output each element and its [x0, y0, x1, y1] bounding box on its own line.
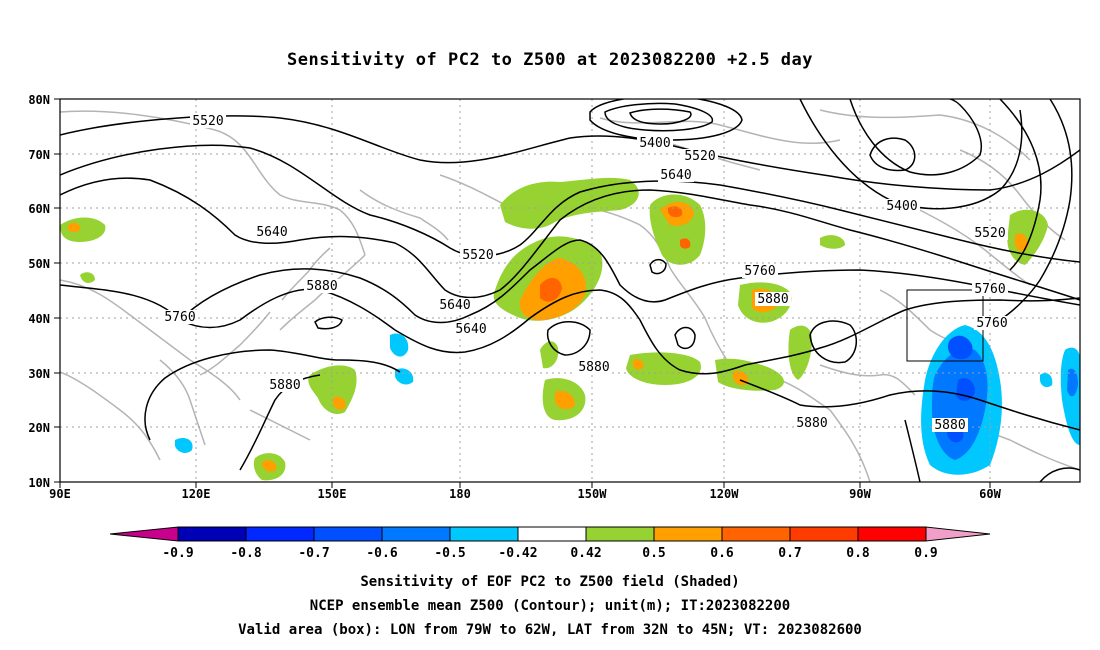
- contour-label: 5640: [455, 322, 486, 337]
- colorbar-label: 0.5: [642, 546, 665, 561]
- colorbar: -0.9 -0.8 -0.7 -0.6 -0.5 -0.42 0.42 0.5 0.6 0.7 0.…: [109, 526, 991, 561]
- contour-label: 5640: [256, 225, 287, 240]
- colorbar-segment: [517, 526, 587, 542]
- colorbar-segment: [313, 526, 383, 542]
- contour-label: 5760: [164, 310, 195, 325]
- contour-label-bg: [755, 292, 791, 306]
- map-title: Sensitivity of PC2 to Z500 at 2023082200…: [286, 50, 813, 70]
- z500-contours: [60, 99, 1080, 482]
- caption-line-3: Valid area (box): LON from 79W to 62W, L…: [238, 622, 862, 638]
- lat-label: 30N: [28, 367, 50, 381]
- caption-line-1: Sensitivity of EOF PC2 to Z500 field (Sh…: [360, 574, 740, 590]
- colorbar-segment: [381, 526, 451, 542]
- lon-label: 60W: [979, 487, 1001, 501]
- lon-label: 90E: [49, 487, 71, 501]
- contour-label: 5880: [796, 416, 827, 431]
- colorbar-segment: [177, 526, 247, 542]
- lon-label: 180: [449, 487, 471, 501]
- colorbar-label: 0.42: [570, 546, 601, 561]
- positive-sensitivity-darkorange: [540, 206, 691, 302]
- contour-label: 5880: [578, 360, 609, 375]
- colorbar-low-triangle: [109, 526, 179, 542]
- contour-label: 5640: [660, 168, 691, 183]
- contour-label-bg: [437, 298, 473, 312]
- colorbar-label: 0.6: [710, 546, 734, 561]
- contour-label-bg: [304, 279, 340, 293]
- graticule: [60, 99, 1080, 482]
- contour-label-bg: [267, 378, 303, 392]
- contour-label-bg: [932, 418, 968, 432]
- lon-label: 90W: [849, 487, 871, 501]
- contour-label-bg: [637, 136, 673, 150]
- contour-label: 5520: [974, 226, 1005, 241]
- contour-label: 5520: [684, 149, 715, 164]
- caption-line-2: NCEP ensemble mean Z500 (Contour); unit(…: [309, 598, 791, 614]
- positive-sensitivity-green: [60, 177, 1048, 481]
- lon-label: 150W: [578, 487, 608, 501]
- lat-label: 50N: [28, 257, 50, 271]
- contour-label-bg: [254, 225, 290, 239]
- contour-label: 5760: [744, 264, 775, 279]
- contour-label-bg: [794, 416, 830, 430]
- lon-label: 120W: [710, 487, 740, 501]
- contour-label-bg: [682, 149, 718, 163]
- lat-label: 60N: [28, 202, 50, 216]
- latitude-labels: 80N 70N 60N 50N 40N 30N 20N 10N: [28, 93, 50, 490]
- colorbar-label: -0.5: [434, 546, 465, 561]
- negative-sensitivity-blue: [932, 348, 1078, 460]
- contour-label: 5520: [462, 248, 493, 263]
- lon-label: 150E: [318, 487, 347, 501]
- contour-label: 5880: [757, 292, 788, 307]
- colorbar-high-triangle: [925, 526, 991, 542]
- colorbar-label: -0.9: [162, 546, 193, 561]
- colorbar-segment: [449, 526, 519, 542]
- colorbar-label: 0.9: [914, 546, 937, 561]
- contour-label-bg: [460, 248, 496, 262]
- colorbar-segment: [857, 526, 927, 542]
- axis-ticks: [54, 98, 991, 488]
- contour-label: 5880: [934, 418, 965, 433]
- colorbar-label: -0.6: [366, 546, 397, 561]
- lat-label: 70N: [28, 148, 50, 162]
- contour-label: 5880: [269, 378, 300, 393]
- colorbar-label: -0.7: [298, 546, 329, 561]
- contour-label: 5400: [639, 136, 670, 151]
- contour-label-bg: [453, 322, 489, 336]
- contour-label-bg: [190, 114, 226, 128]
- contour-label: 5760: [974, 282, 1005, 297]
- contour-label: 5400: [886, 199, 917, 214]
- lat-label: 80N: [28, 93, 50, 107]
- lat-label: 20N: [28, 421, 50, 435]
- lat-label: 10N: [28, 476, 50, 490]
- contour-label-bg: [972, 282, 1008, 296]
- colorbar-label: -0.42: [498, 546, 537, 561]
- longitude-labels: 90E 120E 150E 180 150W 120W 90W 60W: [49, 487, 1001, 501]
- contour-label-bg: [162, 310, 198, 324]
- contour-label-bg: [658, 168, 694, 182]
- colorbar-label: 0.8: [846, 546, 870, 561]
- contour-label: 5640: [439, 298, 470, 313]
- contour-label-bg: [884, 199, 920, 213]
- contour-labels: 5520 5400 5520 5640 5640 5400 5520 5520 5760 5880…: [162, 114, 1010, 433]
- colorbar-segment: [245, 526, 315, 542]
- contour-label: 5520: [192, 114, 223, 129]
- colorbar-segment: [721, 526, 791, 542]
- contour-label-bg: [972, 226, 1008, 240]
- colorbar-segment: [585, 526, 655, 542]
- colorbar-label: 0.7: [778, 546, 801, 561]
- contour-label: 5880: [306, 279, 337, 294]
- contour-label-bg: [576, 360, 612, 374]
- colorbar-segment: [789, 526, 859, 542]
- contour-label-bg: [742, 264, 778, 278]
- contour-label-bg: [974, 316, 1010, 330]
- lat-label: 40N: [28, 312, 50, 326]
- lon-label: 120E: [182, 487, 211, 501]
- colorbar-segment: [653, 526, 723, 542]
- colorbar-label: -0.8: [230, 546, 261, 561]
- contour-label: 5760: [976, 316, 1007, 331]
- map-frame: [59, 98, 1081, 483]
